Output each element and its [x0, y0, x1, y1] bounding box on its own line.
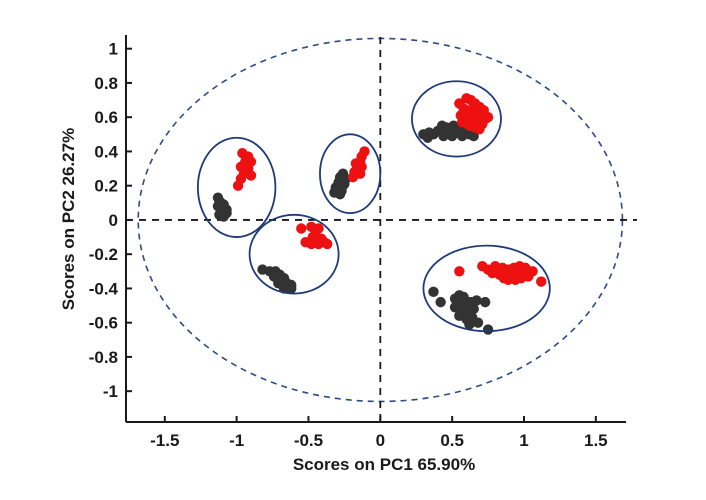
red-point — [296, 223, 307, 234]
x-tick-label: -0.5 — [294, 431, 323, 450]
red-point — [347, 171, 359, 183]
black-point — [449, 302, 461, 313]
red-point — [467, 110, 478, 121]
black-point — [438, 130, 449, 142]
black-point — [218, 211, 229, 222]
black-point — [479, 296, 491, 308]
red-point — [238, 161, 250, 173]
cluster-ellipse — [196, 136, 277, 238]
x-axis-ticks: -1.5 -1 -0.5 0 0.5 1 1.5 — [150, 416, 608, 450]
y-axis-ticks: 1 0.8 0.6 0.4 0.2 0 -0.2 -0.4 -0.6 -0.8 -1 — [89, 40, 132, 401]
y-tick-label: 0.8 — [94, 74, 118, 93]
black-point — [275, 274, 287, 286]
red-point — [353, 165, 364, 176]
red-point — [457, 117, 468, 128]
red-point — [527, 266, 538, 277]
red-point — [482, 111, 494, 123]
cluster-5 — [422, 244, 551, 335]
black-point — [457, 130, 468, 142]
black-point — [454, 310, 465, 322]
x-tick-label: -1 — [229, 431, 244, 450]
y-tick-label: -0.2 — [89, 245, 118, 264]
red-point — [310, 230, 321, 241]
cluster-ellipse — [422, 244, 551, 333]
y-tick-label: 1 — [109, 40, 118, 59]
cluster-3 — [319, 133, 382, 214]
red-point — [536, 276, 547, 287]
cluster-ellipse — [248, 213, 340, 295]
y-tick-label: 0.6 — [94, 108, 118, 127]
cluster-ellipse — [411, 80, 502, 158]
black-point — [339, 178, 350, 190]
cluster-ellipse — [319, 133, 382, 214]
axes: -1.5 -1 -0.5 0 0.5 1 1.5 1 0.8 0.6 0.4 0.2 0 -0.2 -0.… — [59, 35, 626, 474]
black-point — [472, 317, 484, 328]
x-tick-label: 1 — [519, 431, 528, 450]
cluster-1 — [196, 136, 277, 238]
cluster-layer — [196, 80, 551, 335]
black-point — [468, 303, 479, 315]
black-point — [468, 130, 479, 142]
black-point — [217, 202, 228, 214]
black-point — [422, 132, 433, 143]
black-point — [286, 279, 297, 291]
black-point — [464, 319, 475, 330]
black-point — [435, 296, 446, 308]
red-point — [321, 238, 333, 250]
y-axis-title: Scores on PC2 26.27% — [59, 128, 78, 310]
y-tick-label: -1 — [103, 382, 118, 401]
red-point — [306, 238, 317, 250]
red-point — [474, 123, 485, 135]
black-point — [471, 295, 482, 306]
black-point — [334, 189, 346, 200]
black-point — [482, 324, 494, 335]
y-tick-label: 0 — [109, 211, 118, 230]
red-point — [241, 153, 252, 164]
red-point — [454, 266, 465, 277]
red-point — [245, 170, 257, 181]
x-tick-label: 0 — [376, 431, 385, 450]
cluster-4 — [411, 80, 502, 158]
red-point — [232, 180, 244, 191]
y-tick-label: 0.4 — [94, 142, 118, 161]
black-point — [428, 286, 439, 298]
reference-layer — [126, 37, 637, 422]
black-point — [446, 130, 458, 142]
x-tick-label: 0.5 — [440, 431, 464, 450]
y-tick-label: 0.2 — [94, 177, 118, 196]
x-axis-title: Scores on PC1 65.90% — [293, 455, 475, 474]
y-tick-label: -0.4 — [89, 279, 119, 298]
x-tick-label: -1.5 — [150, 431, 179, 450]
red-point — [498, 272, 510, 284]
cluster-2 — [248, 213, 340, 295]
y-tick-label: -0.6 — [89, 314, 118, 333]
x-tick-label: 1.5 — [584, 431, 608, 450]
y-tick-label: -0.8 — [89, 348, 118, 367]
